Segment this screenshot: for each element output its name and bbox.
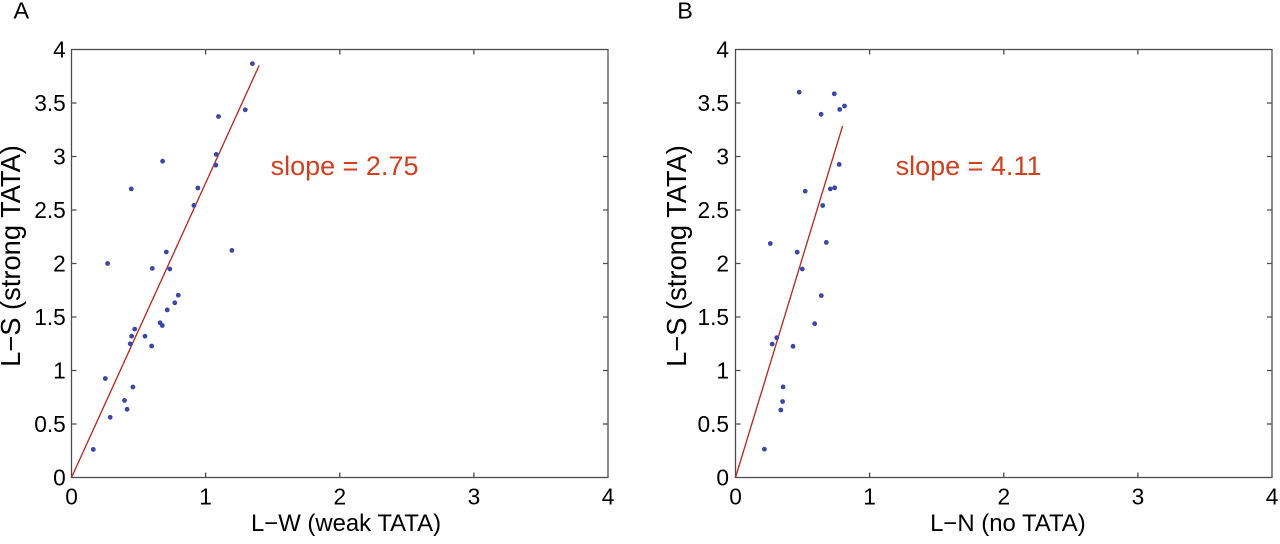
svg-text:4: 4	[53, 37, 66, 63]
svg-text:3: 3	[1132, 484, 1145, 510]
svg-text:B: B	[677, 0, 693, 24]
svg-text:2: 2	[997, 484, 1010, 510]
svg-text:L−S (strong TATA): L−S (strong TATA)	[0, 145, 26, 367]
svg-text:1: 1	[53, 358, 66, 384]
svg-text:L−W (weak TATA): L−W (weak TATA)	[251, 510, 441, 537]
svg-text:1: 1	[863, 484, 876, 510]
svg-text:1.5: 1.5	[697, 304, 729, 330]
svg-text:3: 3	[716, 144, 729, 170]
svg-text:3.5: 3.5	[697, 90, 729, 116]
svg-text:0: 0	[53, 465, 66, 491]
svg-text:L−N (no TATA): L−N (no TATA)	[930, 510, 1086, 537]
svg-text:1.5: 1.5	[34, 304, 66, 330]
svg-text:3.5: 3.5	[34, 90, 66, 116]
svg-text:3: 3	[468, 484, 481, 510]
svg-text:2: 2	[333, 484, 346, 510]
svg-text:4: 4	[1266, 484, 1279, 510]
svg-text:4: 4	[716, 37, 729, 63]
svg-text:slope = 2.75: slope = 2.75	[271, 151, 419, 181]
svg-text:1: 1	[199, 484, 212, 510]
svg-text:A: A	[14, 0, 30, 24]
svg-text:L−S (strong TATA): L−S (strong TATA)	[661, 145, 692, 367]
svg-text:4: 4	[602, 484, 615, 510]
svg-text:1: 1	[716, 358, 729, 384]
svg-text:2.5: 2.5	[34, 197, 66, 223]
svg-text:0: 0	[729, 484, 742, 510]
svg-text:slope = 4.11: slope = 4.11	[896, 151, 1042, 181]
svg-text:0.5: 0.5	[34, 411, 66, 437]
svg-text:0: 0	[65, 484, 78, 510]
svg-text:2: 2	[716, 251, 729, 277]
svg-text:2.5: 2.5	[697, 197, 729, 223]
svg-text:0: 0	[716, 465, 729, 491]
svg-text:3: 3	[53, 144, 66, 170]
svg-text:2: 2	[53, 251, 66, 277]
svg-text:0.5: 0.5	[697, 411, 729, 437]
